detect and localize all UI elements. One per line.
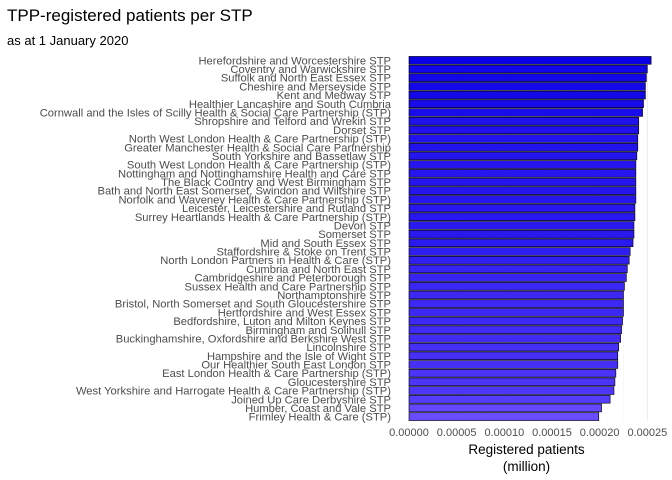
x-axis-title-line-2: (million) [503,459,550,474]
category-label: Devon STP [334,220,391,232]
category-label: Nottingham and Nottinghamshire Health an… [118,168,391,180]
bar [408,90,646,100]
chart-subtitle: as at 1 January 2020 [7,33,129,48]
bar [408,308,624,317]
bars [408,56,652,421]
bar [408,177,637,187]
bar [408,82,646,91]
bar [408,229,635,239]
category-label: Hertfordshire and West Essex STP [218,307,391,319]
bar [408,160,637,169]
bar [408,238,634,248]
bar [408,143,639,152]
bar [408,290,624,300]
bar [408,116,640,126]
bar [408,125,640,135]
category-label: Gloucestershire STP [288,377,391,389]
category-label: Norfolk and Waveney Health & Care Partne… [118,194,391,206]
bar [408,264,628,274]
x-tick-label: 0.00010 [484,427,524,439]
bar [408,134,639,143]
category-label: Cambridgeshire and Peterborough STP [194,273,391,285]
category-label: Hampshire and the Isle of Wight STP [207,351,391,363]
bar [408,282,625,291]
bar [408,395,611,404]
category-label: Dorset STP [333,125,391,137]
category-label: Birmingham and Solihull STP [245,325,391,337]
x-tick-label: 0.00000 [389,427,429,439]
category-label: South West London Health & Care Partners… [127,160,391,172]
bar [408,256,630,265]
chart-title: TPP-registered patients per STP [7,6,253,25]
bar [408,412,600,421]
category-label: West Yorkshire and Harrogate Health & Ca… [76,386,391,398]
bar [408,56,652,65]
category-label: Suffolk and North East Essex STP [221,73,391,85]
grid-lines [408,56,648,421]
category-label: Our Healthier South East London STP [201,360,391,372]
bar [408,108,643,117]
category-label: Kent and Medway STP [277,90,391,102]
category-label: Healthier Lancashire and South Cumbria [189,99,392,111]
x-tick-label: 0.00025 [627,427,667,439]
category-label: East London Health & Care Partnership (S… [162,368,391,380]
category-label: Frimley Health & Care (STP) [249,412,392,424]
category-label: Greater Manchester Health & Social Care … [124,142,391,154]
category-label: The Black Country and West Birmingham ST… [161,177,391,189]
bar [408,325,622,334]
category-label: Coventry and Warwickshire STP [230,64,391,76]
bar [408,403,602,413]
category-label: Northamptonshire STP [277,290,391,302]
x-axis-title-line-1: Registered patients [468,442,585,457]
category-label: Humber, Coast and Vale STP [245,403,391,415]
category-label: Cheshire and Merseyside STP [239,81,391,93]
bar [408,334,621,343]
bar [408,186,637,195]
category-label: Sussex Health and Care Partnership STP [185,281,391,293]
bar [408,342,620,352]
bar [408,273,627,282]
category-label: Lincolnshire STP [306,342,391,354]
bar [408,247,631,256]
bar [408,221,635,230]
category-label: Bristol, North Somerset and South Glouce… [115,299,391,311]
category-label: South Yorkshire and Bassetlaw STP [212,151,391,163]
bar [408,169,637,178]
bar [408,195,637,204]
bar [408,73,647,82]
category-label: Bedfordshire, Luton and Milton Keynes ST… [173,316,391,328]
bar [408,212,636,221]
bar [408,386,615,395]
bar [408,368,617,378]
category-label: North London Partners in Health & Care (… [160,255,391,267]
bar [408,64,648,74]
category-label: North West London Health & Care Partners… [129,134,391,146]
bar [408,99,644,109]
category-label: Leicester, Leicestershire and Rutland ST… [182,203,391,215]
category-label: Cumbria and North East STP [246,264,391,276]
x-tick-label: 0.00020 [580,427,620,439]
x-axis-ticks: 0.00000 0.00005 0.00010 0.00015 0.00020 0.000… [389,427,667,439]
category-label: Somerset STP [318,229,391,241]
category-label: Bath and North East Somerset, Swindon an… [98,186,392,198]
bar [408,299,624,308]
category-label: Cornwall and the Isles of Scilly Health … [40,107,392,119]
x-tick-label: 0.00005 [437,427,477,439]
bar [408,316,623,326]
x-tick-label: 0.00015 [532,427,572,439]
bar [408,360,619,369]
category-label: Staffordshire & Stoke on Trent STP [216,247,391,259]
category-label: Mid and South Essex STP [260,238,391,250]
category-labels: Herefordshire and Worcestershire STPCove… [40,55,392,423]
category-label: Herefordshire and Worcestershire STP [198,55,391,67]
bar [408,351,619,361]
category-label: Shropshire and Telford and Wrekin STP [194,116,391,128]
category-label: Buckinghamshire, Oxfordshire and Berkshi… [116,333,391,345]
bar [408,377,616,387]
category-label: Surrey Heartlands Health & Care Partners… [135,212,391,224]
bar [408,203,636,213]
bar [408,151,638,161]
category-label: Joined Up Care Derbyshire STP [231,394,391,406]
